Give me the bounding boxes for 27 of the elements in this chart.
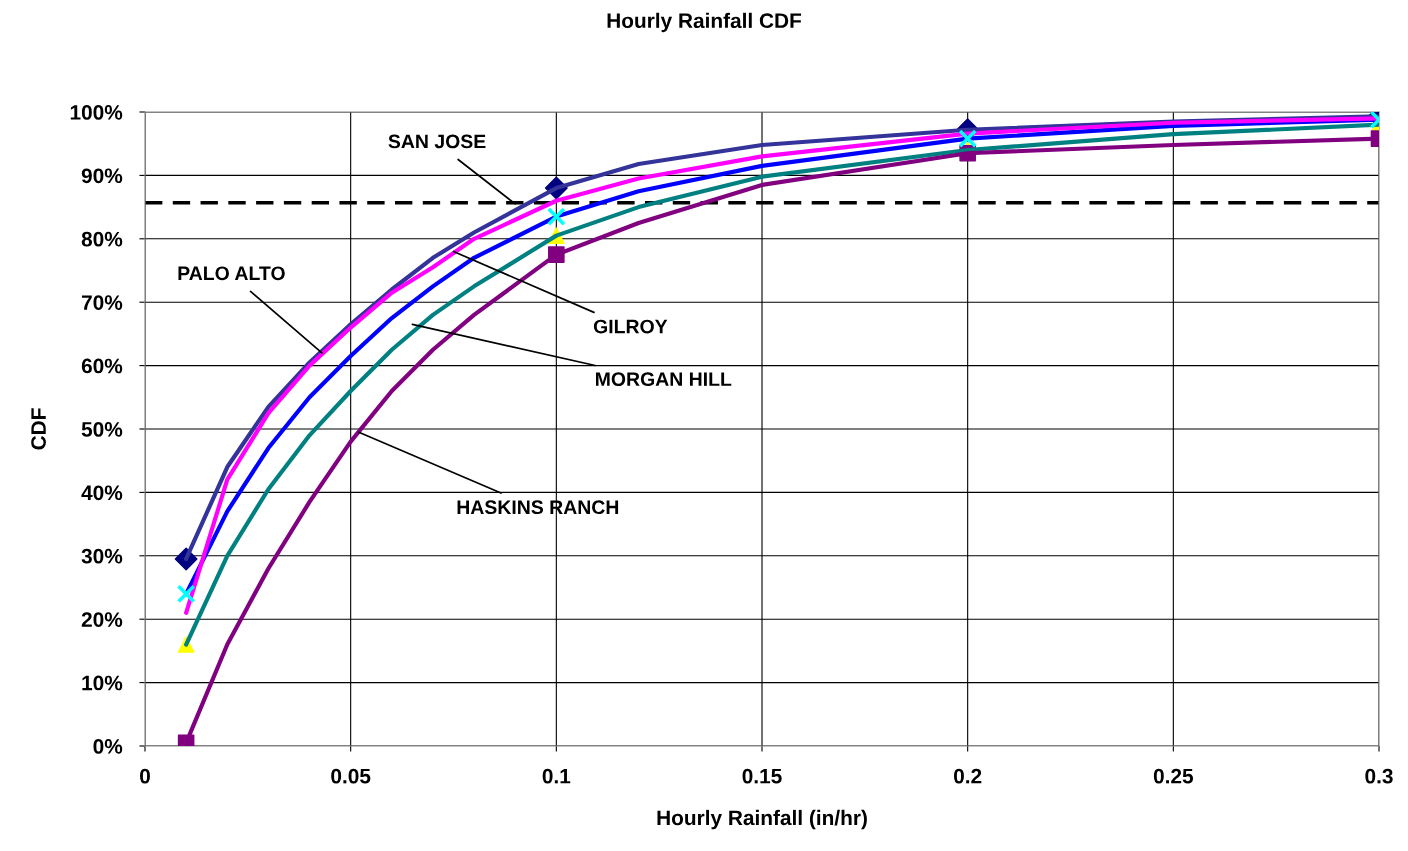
- y-axis-title: CDF: [31, 408, 46, 450]
- x-tick-label: 0.3: [1365, 768, 1393, 784]
- annotation: SAN JOSE: [388, 134, 486, 149]
- y-tick-label: 90%: [81, 168, 123, 184]
- y-tick-label: 0%: [93, 739, 123, 754]
- chart-title: Hourly Rainfall CDF: [607, 12, 802, 33]
- x-tick-label: 0.1: [542, 768, 571, 784]
- y-tick-label: 40%: [81, 485, 123, 501]
- y-tick-label: 70%: [81, 295, 123, 310]
- x-tick-label: 0: [140, 768, 150, 784]
- x-axis-title: Hourly Rainfall (in/hr): [657, 809, 867, 830]
- y-tick-label: 80%: [81, 231, 123, 247]
- y-tick-label: 60%: [81, 358, 123, 374]
- y-tick-label: 50%: [81, 422, 123, 437]
- x-tick-label: 0.2: [954, 768, 982, 784]
- x-tick-label: 0.15: [742, 768, 782, 784]
- y-tick-label: 10%: [82, 675, 123, 691]
- point: [546, 207, 566, 226]
- annotation: PALO ALTO: [178, 266, 285, 281]
- x-tick-label: 0.05: [331, 768, 371, 784]
- y-tick-label: 30%: [81, 548, 123, 564]
- y-tick-label: 20%: [81, 612, 123, 627]
- x-tick-label: 0.25: [1153, 768, 1194, 784]
- annotation: GILROY: [593, 319, 668, 334]
- annotation: MORGAN HILL: [595, 372, 732, 387]
- y-tick-label: 100%: [70, 105, 123, 120]
- point: [176, 584, 196, 604]
